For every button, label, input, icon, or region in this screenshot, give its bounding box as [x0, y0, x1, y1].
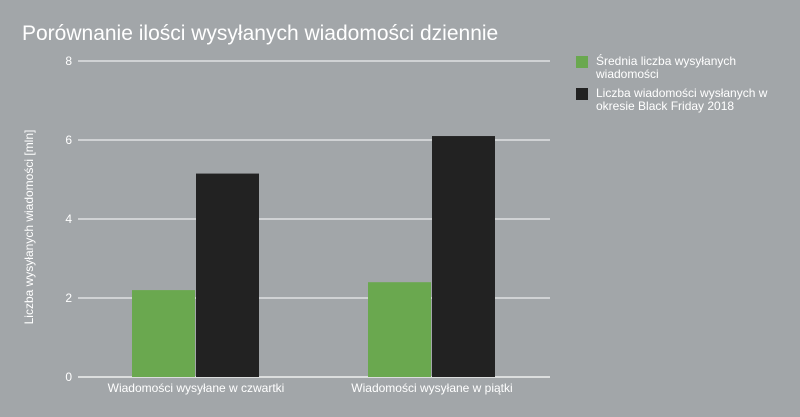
- bar-black-friday: [196, 173, 259, 377]
- x-category-label: Wiadomości wysyłane w czwartki: [108, 381, 285, 395]
- y-tick-label: 2: [65, 291, 72, 305]
- chart-title: Porównanie ilości wysyłanych wiadomości …: [22, 22, 498, 45]
- bar-average: [132, 290, 195, 377]
- bar-black-friday: [432, 136, 495, 377]
- bars: [132, 136, 495, 377]
- y-tick-label: 0: [65, 370, 72, 384]
- y-tick-labels: 0 2 4 6 8: [65, 54, 72, 384]
- legend-label: Liczba wiadomości wysłanych w okresie Bla…: [596, 86, 768, 113]
- y-tick-label: 4: [65, 212, 72, 226]
- y-axis-label: Liczba wysyłanych wiadomości [mln]: [22, 130, 36, 325]
- legend: Średnia liczba wysyłanych wiadomości Liczb…: [576, 53, 768, 113]
- bar-average: [368, 282, 431, 377]
- category-labels: Wiadomości wysyłane w czwartki Wiadomości…: [108, 381, 513, 395]
- legend-swatch: [576, 88, 588, 100]
- legend-label: Średnia liczba wysyłanych wiadomości: [595, 53, 736, 81]
- x-category-label: Wiadomości wysyłane w piątki: [351, 381, 512, 395]
- legend-swatch: [576, 56, 588, 68]
- y-tick-label: 8: [65, 54, 72, 68]
- y-tick-label: 6: [65, 133, 72, 147]
